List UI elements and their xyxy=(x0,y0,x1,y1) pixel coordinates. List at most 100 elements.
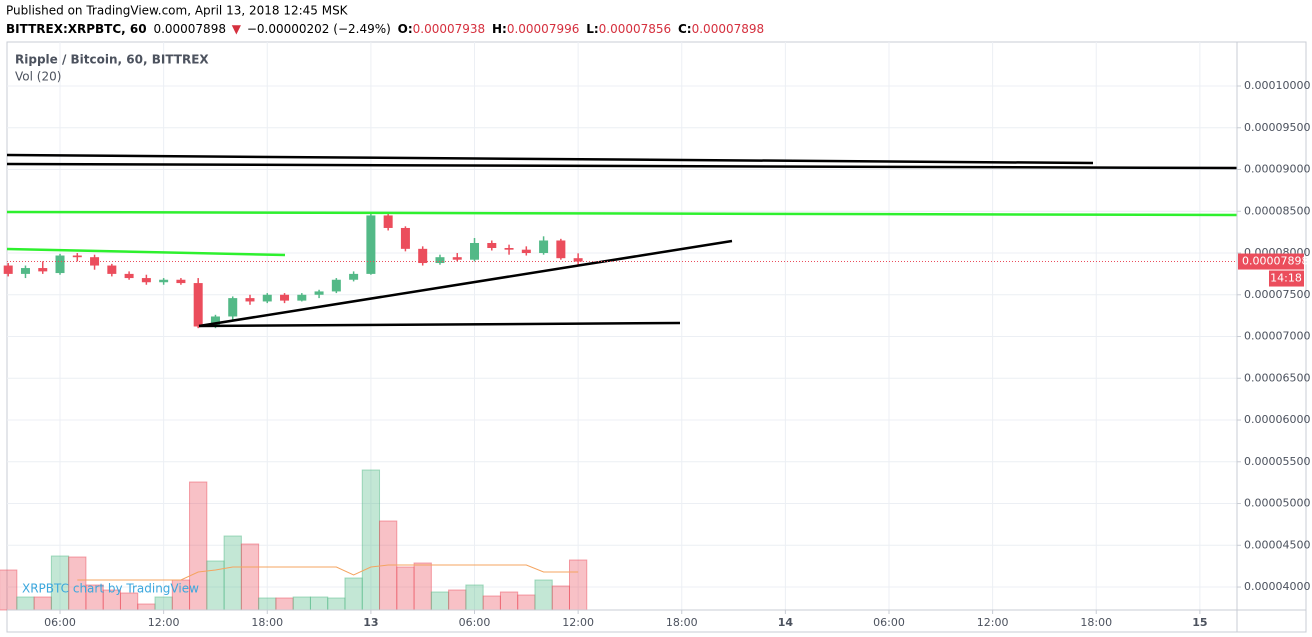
candle-body xyxy=(400,227,410,249)
arrow: ▼ xyxy=(232,22,242,36)
y-tick-label: 0.00006000 xyxy=(1244,413,1310,426)
volume-bar xyxy=(465,584,484,611)
candle-body xyxy=(521,249,531,254)
volume-bar xyxy=(240,543,260,611)
candle-body xyxy=(245,298,255,302)
last: 0.00007898 xyxy=(153,22,226,36)
x-tick-label: 13 xyxy=(363,616,378,629)
volume-bar xyxy=(327,597,346,611)
candle-body xyxy=(72,255,82,258)
volume-bar xyxy=(361,469,381,611)
low-label: L: xyxy=(586,22,598,36)
last-price-box xyxy=(1238,253,1304,270)
candle-body xyxy=(539,240,549,254)
y-tick-label: 0.00004000 xyxy=(1244,580,1310,593)
candle-body xyxy=(176,279,186,284)
high: 0.00007996 xyxy=(507,22,580,36)
trendline xyxy=(6,162,1238,170)
candle-body xyxy=(107,265,117,274)
volume-bar xyxy=(275,597,294,611)
y-tick-label: 0.00004500 xyxy=(1244,538,1310,551)
trendline xyxy=(198,321,681,328)
volume-bar xyxy=(154,596,173,611)
x-tick-label: 06:00 xyxy=(873,616,905,629)
volume-bar xyxy=(517,594,536,611)
x-tick-label: 06:00 xyxy=(459,616,491,629)
candle-body xyxy=(38,268,48,272)
candle-body xyxy=(470,242,480,260)
x-tick-label: 18:00 xyxy=(1080,616,1112,629)
volume-bar xyxy=(33,596,52,611)
high-label: H: xyxy=(492,22,507,36)
candle-body xyxy=(193,283,203,327)
x-tick-label: 12:00 xyxy=(148,616,180,629)
x-tick-label: 18:00 xyxy=(251,616,283,629)
candle-body xyxy=(210,316,220,327)
candle-body xyxy=(314,291,324,295)
close-label: C: xyxy=(678,22,692,36)
candle-body xyxy=(228,298,238,317)
open: 0.00007938 xyxy=(413,22,486,36)
volume-bar xyxy=(137,603,156,611)
y-tick-label: 0.00010000 xyxy=(1244,79,1310,92)
volume-bar xyxy=(551,585,570,611)
x-tick-label: 18:00 xyxy=(666,616,698,629)
x-tick-label: 15 xyxy=(1192,616,1207,629)
volume-bar xyxy=(448,589,467,611)
volume-bar xyxy=(396,566,415,611)
volume-ma-line xyxy=(77,564,579,581)
y-tick-label: 0.00006500 xyxy=(1244,371,1310,384)
trendline xyxy=(198,239,733,328)
drawings xyxy=(6,153,1238,328)
candle-body xyxy=(349,273,359,280)
volume-bar xyxy=(344,577,363,611)
volume-bar xyxy=(223,535,242,611)
candle-body xyxy=(141,278,151,283)
x-tick-label: 12:00 xyxy=(562,616,594,629)
candle-body xyxy=(366,215,376,274)
change: −0.00000202 (−2.49%) xyxy=(247,22,391,36)
y-tick-label: 0.00005500 xyxy=(1244,455,1310,468)
y-tick-label: 0.00007500 xyxy=(1244,288,1310,301)
quote-line: BITTREX:XRPBTC, 60 0.00007898 ▼ −0.00000… xyxy=(6,22,764,36)
volume-bar xyxy=(206,560,225,611)
candle-body xyxy=(435,257,445,264)
volume-bar xyxy=(568,559,588,611)
volume-bar xyxy=(430,591,450,611)
trendline xyxy=(6,247,286,257)
close: 0.00007898 xyxy=(692,22,765,36)
x-tick-label: 06:00 xyxy=(44,616,76,629)
candle-body xyxy=(331,279,341,292)
candle-body xyxy=(159,279,169,283)
volume-bar xyxy=(119,592,139,611)
volume-bar xyxy=(413,562,432,611)
candle-body xyxy=(297,294,307,301)
volume-bar xyxy=(309,596,329,611)
x-tick-label: 14 xyxy=(778,616,794,629)
legend-title: Ripple / Bitcoin, 60, BITTREX xyxy=(15,53,209,67)
volume-bar xyxy=(16,596,35,611)
y-tick-label: 0.00005000 xyxy=(1244,497,1310,510)
candle-body xyxy=(418,248,428,264)
legend-volume: Vol (20) xyxy=(15,70,61,84)
volume-bar xyxy=(292,596,311,611)
y-tick-label: 0.00009500 xyxy=(1244,121,1310,134)
candle-body xyxy=(383,215,393,228)
candle-body xyxy=(280,294,290,301)
countdown-label: 14:18 xyxy=(1270,272,1302,285)
candle-body xyxy=(504,248,514,250)
candle-body xyxy=(262,294,272,302)
y-tick-label: 0.00007000 xyxy=(1244,330,1310,343)
volume-bar xyxy=(258,597,277,611)
low: 0.00007856 xyxy=(599,22,672,36)
volume-bar xyxy=(482,595,501,611)
open-label: O: xyxy=(398,22,413,36)
published-line: Published on TradingView.com, April 13, … xyxy=(6,4,349,18)
volume-bar xyxy=(499,591,519,611)
volume-bar xyxy=(534,579,553,611)
candle-body xyxy=(124,273,134,279)
watermark: XRPBTC chart by TradingView xyxy=(22,582,199,596)
candle-body xyxy=(556,240,566,259)
candle-body xyxy=(20,268,30,274)
